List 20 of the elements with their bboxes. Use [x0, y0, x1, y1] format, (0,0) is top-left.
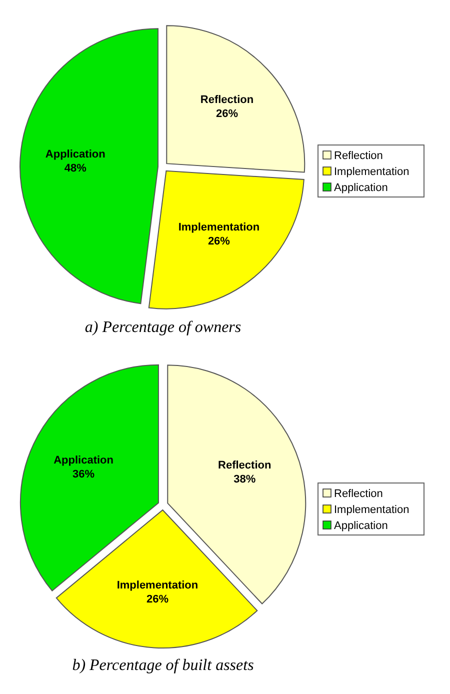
- text: b) Percentage of built assets: [72, 657, 254, 674]
- legend-label: Reflection: [334, 150, 383, 162]
- legend-label: Application: [334, 520, 388, 532]
- legend-label: Reflection: [334, 488, 383, 500]
- slice-label: Implementation: [178, 222, 260, 234]
- text: a) Percentage of owners: [84, 319, 242, 336]
- slice-label: Reflection: [218, 460, 272, 472]
- slice-label: Reflection: [200, 94, 254, 106]
- legend-label: Implementation: [334, 504, 410, 516]
- data-label: 26%: [146, 594, 169, 606]
- legend-label: Application: [334, 182, 388, 194]
- slice-label: Implementation: [116, 580, 198, 592]
- data-label: 26%: [216, 108, 238, 120]
- data-label: 26%: [208, 236, 230, 248]
- legend-label: Implementation: [334, 166, 410, 178]
- data-label: 38%: [234, 474, 256, 486]
- slice-label: Application: [54, 454, 114, 467]
- data-label: 48%: [64, 162, 87, 174]
- data-label: 36%: [72, 468, 95, 481]
- slice-label: Application: [45, 148, 106, 160]
